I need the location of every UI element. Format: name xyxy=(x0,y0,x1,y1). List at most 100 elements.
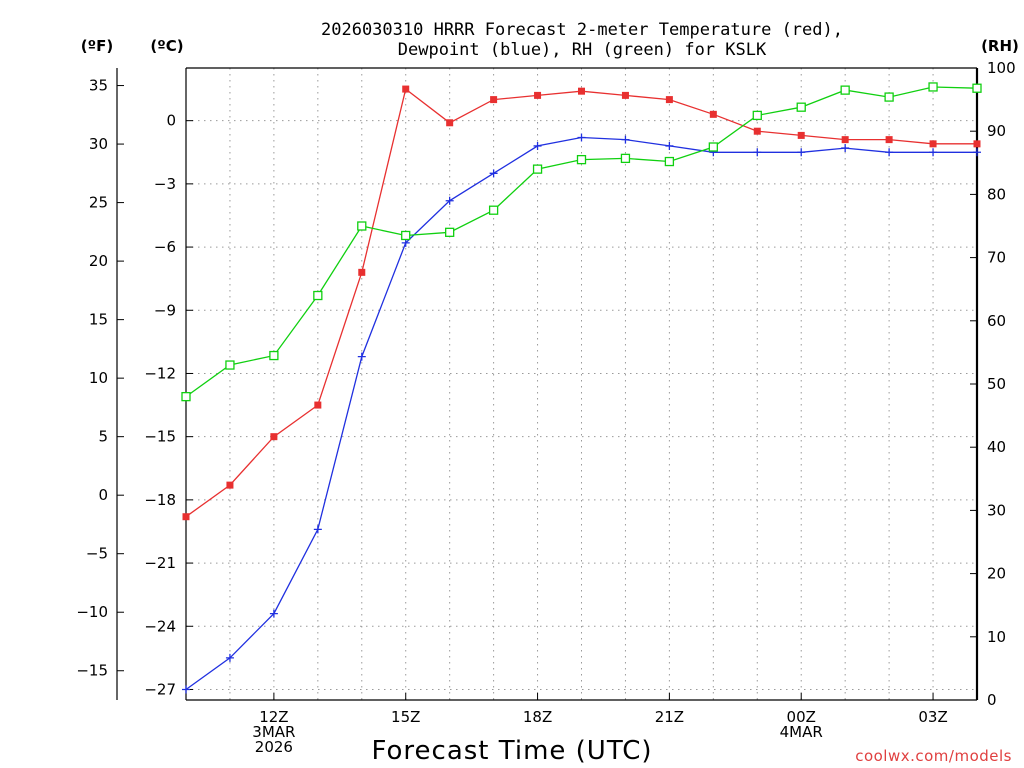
fahrenheit-tick-label: 10 xyxy=(89,369,108,387)
temp-point xyxy=(358,268,366,276)
temp-point xyxy=(314,401,322,409)
rh-tick-label: 60 xyxy=(987,312,1006,330)
rh-tick-label: 0 xyxy=(987,691,997,709)
rh-point xyxy=(488,205,499,215)
x-tick-label: 2026 xyxy=(255,738,293,756)
rh-tick-label: 70 xyxy=(987,249,1006,267)
rh-tick-label: 20 xyxy=(987,565,1006,583)
dewpoint-point xyxy=(182,685,190,694)
dewpoint-point xyxy=(357,352,366,361)
dewpoint-point xyxy=(269,609,278,618)
celsius-tick-label: −15 xyxy=(144,428,176,446)
rh-tick-label: 50 xyxy=(987,375,1006,393)
temp-point xyxy=(709,110,717,118)
temp-point xyxy=(490,96,498,104)
x-tick-label: 21Z xyxy=(655,708,684,726)
dewpoint-point xyxy=(973,148,981,157)
rh-point xyxy=(708,142,718,152)
axes xyxy=(116,67,979,701)
x-tick-label: 12Z xyxy=(259,708,288,726)
rh-series xyxy=(181,82,982,402)
dewpoint-point xyxy=(225,653,234,662)
rh-point xyxy=(928,82,938,92)
x-tick-label: 4MAR xyxy=(780,723,823,741)
temp-point xyxy=(753,127,761,135)
x-tick-label: 03Z xyxy=(918,708,947,726)
fahrenheit-tick-label: 25 xyxy=(89,194,108,212)
rh-tick-label: 90 xyxy=(987,122,1006,140)
rh-point xyxy=(884,92,894,102)
x-tick-label: 15Z xyxy=(391,708,420,726)
rh-tick-label: 30 xyxy=(987,501,1006,519)
x-tick-label: 00Z xyxy=(787,708,816,726)
celsius-axis-label: (ºC) xyxy=(150,37,183,55)
fahrenheit-tick-label: 0 xyxy=(98,486,108,504)
dewpoint-point xyxy=(533,141,542,150)
dewpoint-line xyxy=(185,136,977,691)
temp-point xyxy=(402,85,410,93)
fahrenheit-tick-label: 20 xyxy=(89,252,108,270)
rh-point xyxy=(357,221,367,231)
temp-point xyxy=(578,87,585,95)
temp-point xyxy=(226,481,234,489)
fahrenheit-axis-ticks: 35 30 25 20 15 10 5 0 −5 −10 −15 xyxy=(76,77,124,680)
dewpoint-series xyxy=(182,133,981,694)
data-series xyxy=(181,82,982,694)
rh-tick-label: 80 xyxy=(987,185,1006,203)
temp-point xyxy=(841,136,849,144)
temp-series xyxy=(182,85,981,521)
fahrenheit-tick-label: 5 xyxy=(98,428,108,446)
celsius-tick-label: −24 xyxy=(144,617,176,635)
dewpoint-point xyxy=(753,148,762,157)
fahrenheit-axis-label: (ºF) xyxy=(81,37,113,55)
temp-point xyxy=(534,91,542,99)
fahrenheit-tick-label: 15 xyxy=(89,311,108,329)
celsius-tick-label: 0 xyxy=(166,112,176,130)
rh-tick-label: 40 xyxy=(987,438,1006,456)
temp-point xyxy=(621,91,629,99)
rh-point xyxy=(532,164,543,174)
rh-axis-ticks: 0 10 20 30 40 50 60 70 80 90 100 xyxy=(970,59,1016,709)
celsius-tick-label: −18 xyxy=(144,491,176,509)
dewpoint-point xyxy=(401,238,410,247)
dewpoint-point xyxy=(621,135,630,144)
credit-link[interactable]: coolwx.com/models xyxy=(855,747,1012,765)
temp-point xyxy=(270,433,278,441)
dewpoint-point xyxy=(841,144,850,153)
x-tick-label: 18Z xyxy=(523,708,552,726)
dewpoint-point xyxy=(313,525,322,534)
rh-point xyxy=(620,153,631,164)
dewpoint-point xyxy=(665,141,674,150)
rh-point xyxy=(401,230,411,241)
chart-title-line1: 2026030310 HRRR Forecast 2-meter Tempera… xyxy=(321,20,843,40)
celsius-axis-ticks: 0 −3 −6 −9 −12 −15 −18 −21 −24 −27 xyxy=(144,112,193,698)
rh-point xyxy=(313,290,323,301)
dewpoint-point xyxy=(885,148,894,157)
temp-point xyxy=(182,513,190,521)
chart-title-line2: Dewpoint (blue), RH (green) for KSLK xyxy=(398,40,767,60)
rh-tick-label: 100 xyxy=(987,59,1016,77)
celsius-tick-label: −21 xyxy=(144,554,176,572)
rh-point xyxy=(225,360,235,370)
fahrenheit-tick-label: −10 xyxy=(76,603,108,621)
rh-point xyxy=(181,391,191,402)
celsius-tick-label: −6 xyxy=(154,238,176,256)
celsius-tick-label: −3 xyxy=(154,175,176,193)
temp-point xyxy=(885,136,893,144)
dewpoint-point xyxy=(577,133,586,142)
rh-point xyxy=(840,85,850,95)
rh-point xyxy=(576,154,587,165)
rh-axis-label: (RH) xyxy=(981,37,1019,55)
rh-point xyxy=(269,350,279,361)
celsius-tick-label: −9 xyxy=(154,301,176,319)
rh-point xyxy=(664,156,675,167)
dewpoint-point xyxy=(797,148,806,157)
fahrenheit-tick-label: 35 xyxy=(89,77,108,95)
dewpoint-point xyxy=(445,196,454,205)
temp-point xyxy=(665,96,673,104)
rh-point xyxy=(972,83,982,93)
celsius-tick-label: −12 xyxy=(144,364,176,382)
temp-point xyxy=(446,119,454,127)
